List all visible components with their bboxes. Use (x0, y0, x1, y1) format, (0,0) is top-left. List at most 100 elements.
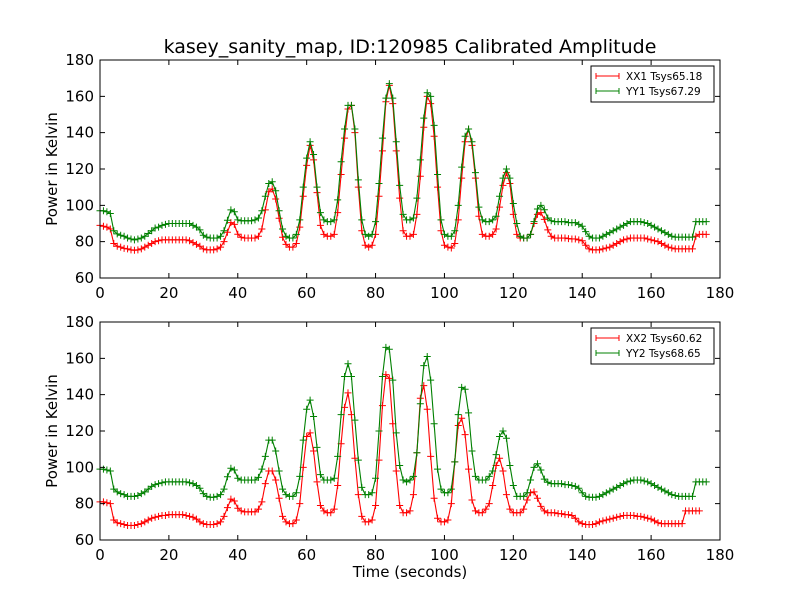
data-point (420, 362, 428, 370)
data-point (268, 178, 276, 186)
data-point (337, 158, 345, 166)
data-point (416, 156, 424, 164)
data-point (365, 491, 373, 499)
data-point (137, 520, 145, 528)
data-point (210, 521, 218, 529)
data-point (186, 220, 194, 227)
data-point (454, 411, 462, 419)
data-point (640, 477, 648, 485)
data-point (196, 484, 204, 492)
data-point (547, 217, 555, 225)
data-point (392, 138, 400, 146)
data-point (220, 512, 228, 520)
data-point (485, 500, 493, 508)
data-point (368, 516, 376, 524)
data-point (595, 234, 603, 242)
data-point (613, 513, 621, 521)
data-point (237, 233, 245, 241)
data-point (444, 243, 452, 251)
data-point (471, 507, 479, 515)
y-tick-label: 180 (65, 313, 94, 331)
data-point (151, 481, 159, 489)
data-point (547, 232, 555, 240)
data-point (151, 513, 159, 521)
data-point (334, 452, 342, 460)
figure-title: kasey_sanity_map, ID:120985 Calibrated A… (164, 36, 657, 58)
data-point (671, 491, 679, 499)
data-point (530, 218, 538, 226)
data-point (330, 505, 338, 513)
data-point (279, 233, 287, 241)
data-point (375, 427, 383, 435)
data-point (430, 420, 438, 428)
data-point (475, 203, 483, 211)
data-point (620, 480, 628, 488)
data-point (213, 234, 221, 242)
data-point (272, 195, 280, 203)
x-tick-label: 80 (366, 284, 385, 302)
data-point (327, 232, 335, 240)
data-point (540, 475, 548, 483)
data-point (571, 482, 579, 490)
data-point (499, 181, 507, 189)
data-point (303, 154, 311, 162)
data-point (182, 236, 190, 244)
data-point (289, 243, 297, 251)
data-point (265, 180, 273, 188)
data-point (651, 223, 659, 231)
data-point (461, 385, 469, 393)
data-point (303, 161, 311, 169)
y-tick-label: 120 (65, 160, 94, 178)
data-point (354, 491, 362, 499)
data-point (499, 467, 507, 475)
legend-label: YY2 Tsys68.65 (625, 348, 701, 360)
data-point (644, 478, 652, 486)
data-point (454, 201, 462, 209)
x-tick-label: 60 (297, 546, 316, 564)
data-point (358, 512, 366, 520)
data-point (199, 231, 207, 239)
data-point (434, 183, 442, 191)
data-point (113, 242, 121, 250)
data-point (640, 513, 648, 521)
data-point (403, 478, 411, 486)
data-point (103, 499, 111, 507)
data-point (409, 472, 417, 480)
data-point (296, 223, 304, 231)
data-point (227, 495, 235, 503)
data-point (523, 489, 531, 497)
data-point (568, 482, 576, 489)
data-point (451, 239, 459, 247)
data-point (544, 226, 552, 234)
data-point (471, 169, 479, 177)
data-point (130, 521, 138, 529)
data-point (413, 449, 421, 457)
data-point (506, 462, 514, 470)
x-tick-label: 80 (366, 546, 385, 564)
data-point (261, 480, 269, 488)
data-point (616, 238, 624, 246)
data-point (196, 518, 204, 526)
data-point (320, 507, 328, 515)
data-point (447, 500, 455, 508)
data-point (303, 432, 311, 440)
data-point (482, 505, 490, 513)
data-point (640, 234, 648, 242)
data-point (234, 474, 242, 482)
data-point (626, 477, 634, 485)
data-point (230, 497, 238, 505)
data-point (341, 373, 349, 380)
data-point (210, 246, 218, 254)
data-point (399, 227, 407, 235)
data-point (578, 489, 586, 497)
data-point (251, 234, 259, 242)
data-point (292, 516, 300, 524)
y-tick-label: 140 (65, 386, 94, 404)
data-point (482, 476, 490, 484)
data-point (644, 235, 652, 243)
data-point (230, 466, 238, 474)
data-point (668, 491, 676, 499)
data-point (258, 207, 266, 215)
data-point (106, 467, 114, 475)
data-point (275, 467, 283, 475)
